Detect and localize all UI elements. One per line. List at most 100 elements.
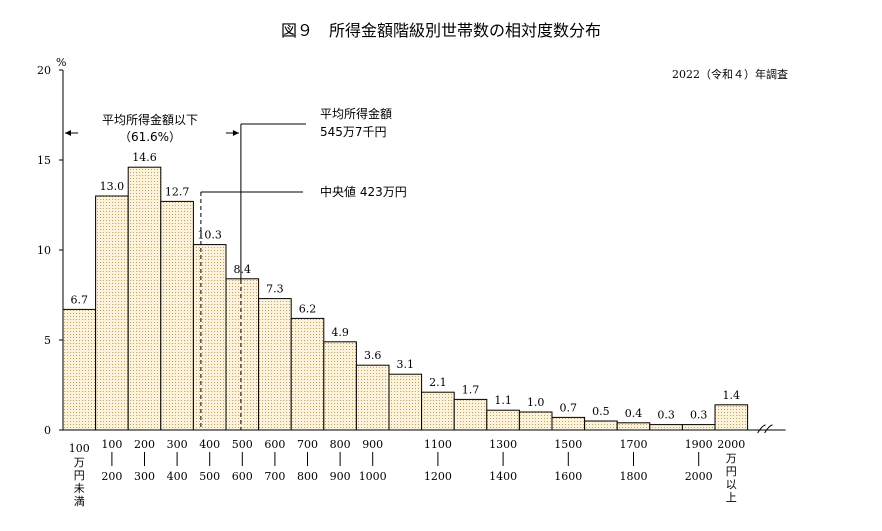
- x-tick-label: 300: [134, 470, 155, 483]
- x-tick-label: 900: [362, 438, 383, 451]
- data-label: 3.1: [397, 358, 415, 371]
- x-tick-label: 400: [199, 438, 220, 451]
- bar: [486, 409, 520, 431]
- x-tick-label: 600: [232, 470, 253, 483]
- data-label: 14.6: [132, 151, 157, 164]
- x-tick-label: 1300: [489, 438, 517, 451]
- arrowhead-right-icon: [232, 130, 239, 136]
- data-label: 12.7: [165, 185, 190, 198]
- x-tick-label: 1000: [359, 470, 387, 483]
- x-tick-label: 1700: [620, 438, 648, 451]
- x-tick-label: 500: [232, 438, 253, 451]
- data-label: 7.3: [266, 283, 284, 296]
- chart-title: 図９ 所得金額階級別世帯数の相対度数分布: [281, 21, 601, 40]
- y-tick-label: 0: [44, 424, 51, 437]
- x-tick-label: 400: [167, 470, 188, 483]
- data-label: 13.0: [100, 180, 125, 193]
- data-label: 4.9: [331, 326, 349, 339]
- data-label: 1.7: [462, 383, 480, 396]
- bar: [681, 424, 716, 431]
- bar: [518, 411, 553, 431]
- arrowhead-left-icon: [65, 130, 71, 136]
- data-label: 3.6: [364, 349, 382, 362]
- data-label: 10.3: [197, 229, 222, 242]
- x-tick-label: 100: [101, 438, 122, 451]
- data-label: 8.4: [234, 263, 252, 276]
- bar: [551, 416, 586, 431]
- bar: [95, 195, 129, 431]
- bar: [258, 298, 292, 431]
- x-tick-label: 100: [69, 442, 90, 455]
- median-label: 中央値 423万円: [320, 184, 407, 199]
- bar: [616, 422, 651, 431]
- y-tick-label: 5: [44, 334, 51, 347]
- bar: [225, 278, 260, 431]
- x-tick-label: 700: [264, 470, 285, 483]
- x-tick-label: 900: [330, 470, 351, 483]
- x-tick-label: 1500: [554, 438, 582, 451]
- data-label: 0.7: [560, 401, 578, 414]
- bar: [127, 166, 162, 431]
- bar: [323, 341, 357, 431]
- below-mean-label: 平均所得金額以下: [102, 112, 198, 127]
- x-tick-label: 万: [726, 452, 737, 465]
- bar: [355, 364, 390, 431]
- x-tick-label: 1900: [685, 438, 713, 451]
- x-tick-label: 1200: [424, 470, 452, 483]
- axes-group: 05101520100万円未満1002002003003004004005005…: [37, 64, 786, 508]
- y-tick-label: 20: [37, 64, 51, 77]
- bar: [388, 373, 423, 431]
- bar: [649, 424, 683, 431]
- mean-value: 545万7千円: [320, 125, 387, 139]
- x-tick-label: 2000: [685, 470, 713, 483]
- x-tick-label: 300: [167, 438, 188, 451]
- x-tick-label: 700: [297, 438, 318, 451]
- bar: [192, 244, 227, 431]
- y-unit-label: %: [56, 56, 66, 69]
- data-label: 1.4: [723, 389, 741, 402]
- x-tick-label: 800: [297, 470, 318, 483]
- x-tick-label: 1100: [424, 438, 452, 451]
- x-tick-label: 1600: [554, 470, 582, 483]
- bar: [421, 391, 455, 431]
- bar: [584, 420, 618, 431]
- bar: [714, 404, 749, 431]
- y-tick-label: 15: [37, 154, 51, 167]
- y-tick-label: 10: [37, 244, 51, 257]
- x-tick-label: 上: [726, 491, 737, 504]
- data-label: 0.3: [690, 409, 708, 422]
- bar: [62, 308, 97, 431]
- x-tick-label: 未: [74, 482, 85, 495]
- x-tick-label: 1400: [489, 470, 517, 483]
- mean-label: 平均所得金額: [320, 106, 392, 121]
- data-label: 6.7: [71, 293, 89, 306]
- x-tick-label: 万: [74, 456, 85, 469]
- x-tick-label: 満: [74, 495, 85, 508]
- data-label: 0.5: [592, 405, 610, 418]
- bar: [160, 200, 194, 431]
- data-label: 2.1: [429, 376, 447, 389]
- x-tick-label: 200: [134, 438, 155, 451]
- data-label: 0.4: [625, 407, 643, 420]
- x-tick-label: 円: [74, 469, 85, 482]
- x-tick-label: 500: [199, 470, 220, 483]
- data-label: 1.0: [527, 396, 545, 409]
- data-label: 1.1: [494, 394, 512, 407]
- x-tick-label: 200: [101, 470, 122, 483]
- bar: [453, 398, 488, 431]
- data-label: 6.2: [299, 302, 317, 315]
- x-tick-label: 600: [264, 438, 285, 451]
- x-tick-label: 2000: [717, 438, 745, 451]
- x-tick-label: 円: [726, 465, 737, 478]
- bar: [290, 317, 325, 431]
- survey-note: 2022（令和４）年調査: [672, 67, 788, 81]
- bars-group: 6.7 13.0 14.6 12.7 10.3 8.4 7.3 6.2 4.9 3.6 3.1 2.1…: [62, 151, 749, 431]
- below-mean-pct: （61.6%）: [119, 130, 181, 144]
- axis-break-icon: [757, 424, 773, 434]
- data-label: 0.3: [657, 409, 675, 422]
- x-tick-label: 以: [726, 478, 737, 491]
- x-tick-label: 1800: [620, 470, 648, 483]
- x-tick-label: 800: [330, 438, 351, 451]
